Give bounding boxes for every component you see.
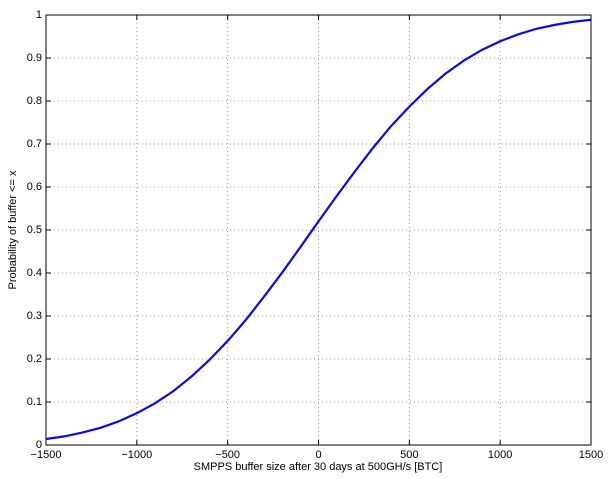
y-tick-label: 0.7 xyxy=(27,138,42,150)
x-tick-label: 1500 xyxy=(579,449,603,461)
y-tick-label: 0.6 xyxy=(27,181,42,193)
y-tick-label: 0.4 xyxy=(27,267,42,279)
y-tick-label: 0.9 xyxy=(27,52,42,64)
x-tick-label: −500 xyxy=(215,449,240,461)
plot-frame xyxy=(45,14,592,446)
y-axis-label: Probability of buffer <= x xyxy=(7,170,19,290)
y-tick-label: 0 xyxy=(36,439,42,451)
x-tick-label: 0 xyxy=(315,449,321,461)
data-line xyxy=(45,18,592,441)
x-tick-label: 1000 xyxy=(488,449,512,461)
y-tick-label: 0.2 xyxy=(27,353,42,365)
y-tick-label: 1 xyxy=(36,9,42,21)
x-axis-label: SMPPS buffer size after 30 days at 500GH… xyxy=(194,461,443,473)
x-tick-label: −1000 xyxy=(121,449,152,461)
y-tick-label: 0.1 xyxy=(27,396,42,408)
x-tick-label: 500 xyxy=(400,449,418,461)
y-tick-label: 0.3 xyxy=(27,310,42,322)
y-tick-label: 0.8 xyxy=(27,95,42,107)
x-tick-label: −1500 xyxy=(31,449,62,461)
y-tick-label: 0.5 xyxy=(27,224,42,236)
